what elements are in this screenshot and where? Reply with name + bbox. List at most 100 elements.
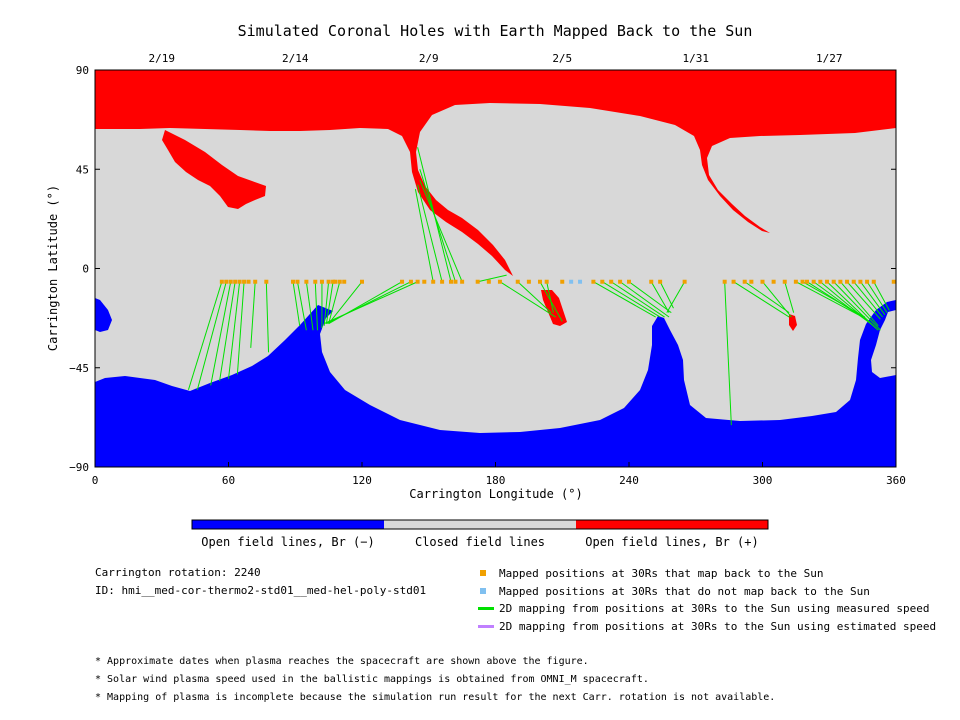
mapped-point	[408, 279, 413, 284]
mapping-line	[733, 281, 790, 318]
mapping-line	[292, 281, 301, 326]
mapped-point	[224, 279, 229, 284]
mapping-line	[196, 281, 227, 390]
negative-coronal-hole-islet	[293, 360, 308, 376]
mapped-point	[342, 279, 347, 284]
mapping-line	[419, 169, 456, 282]
mapped-point	[415, 279, 420, 284]
mapping-line	[417, 184, 443, 282]
mapped-point	[858, 279, 863, 284]
mapping-line	[744, 281, 790, 314]
mapped-point	[658, 279, 663, 284]
mapping-line	[859, 281, 886, 316]
mapping-line	[328, 281, 341, 324]
mapped-point	[400, 279, 405, 284]
mapping-line	[323, 281, 330, 326]
measured-speed-mapping-lines	[187, 147, 890, 426]
positive-coronal-hole-north	[95, 70, 896, 276]
mapped-point	[609, 279, 614, 284]
y-tick-label: −90	[69, 461, 89, 474]
chart-title: Simulated Coronal Holes with Earth Mappe…	[238, 22, 753, 40]
y-axis-label: Carrington Latitude (°)	[46, 185, 60, 351]
mapping-line	[323, 281, 418, 325]
legend-unmapped: Mapped positions at 30Rs that do not map…	[478, 584, 870, 598]
mapped-point	[682, 279, 687, 284]
mapped-point	[453, 279, 458, 284]
mapped-point	[800, 279, 805, 284]
mapped-point	[337, 279, 342, 284]
mapped-point	[253, 279, 258, 284]
mapped-point	[560, 279, 565, 284]
mapped-point	[360, 279, 364, 284]
y-tick-label: 90	[76, 64, 89, 77]
legend-measured: 2D mapping from positions at 30Rs to the…	[478, 601, 929, 615]
mapping-line	[610, 281, 665, 318]
mapping-line	[517, 281, 552, 313]
mapping-line	[820, 281, 877, 329]
colorbar-frame	[191, 519, 769, 530]
mapping-line	[314, 281, 318, 331]
x-tick-label: 0	[92, 474, 99, 487]
mapped-point	[851, 279, 856, 284]
note-incomplete: * Mapping of plasma is incomplete becaus…	[95, 692, 776, 703]
date-tick-label: 1/31	[683, 52, 710, 65]
date-tick-label: 2/14	[282, 52, 309, 65]
positive-coronal-hole-spot-1	[541, 290, 567, 326]
mapped-point	[422, 279, 427, 284]
colorbar-label-negative: Open field lines, Br (−)	[201, 535, 375, 549]
x-axis-label: Carrington Longitude (°)	[409, 487, 582, 501]
mapping-line	[265, 281, 270, 353]
unmapped-point	[569, 279, 574, 284]
colorbar-label-closed: Closed field lines	[414, 535, 546, 549]
mapping-line	[619, 281, 670, 318]
mapped-positions	[219, 279, 896, 284]
mapped-point	[771, 279, 776, 284]
mapped-point	[722, 279, 727, 284]
carrington-rotation-text: Carrington rotation: 2240	[95, 566, 261, 579]
colorbar-closed	[384, 520, 576, 529]
colorbar-positive	[576, 520, 768, 529]
mapping-line	[628, 281, 672, 314]
mapped-point	[228, 279, 233, 284]
mapped-point	[742, 279, 747, 284]
mapped-point	[313, 279, 318, 284]
mapped-point	[831, 279, 836, 284]
mapped-point	[219, 279, 224, 284]
mapped-point	[731, 279, 736, 284]
x-tick-label: 360	[886, 474, 906, 487]
mapped-point	[818, 279, 823, 284]
legend-mapped: Mapped positions at 30Rs that map back t…	[478, 566, 824, 580]
mapping-line	[846, 281, 881, 320]
unmapped-point	[578, 279, 583, 284]
mapped-point	[760, 279, 765, 284]
mapping-line	[414, 189, 434, 282]
date-tick-label: 2/19	[149, 52, 176, 65]
mapping-line	[228, 281, 241, 379]
positive-coronal-hole-lobe	[162, 130, 266, 209]
mapping-line	[839, 281, 879, 327]
mapping-line	[762, 281, 792, 318]
legend-measured-label: 2D mapping from positions at 30Rs to the…	[499, 601, 930, 615]
mapped-point	[782, 279, 787, 284]
mapping-line	[250, 281, 256, 348]
mapped-point	[538, 279, 542, 284]
mapped-point	[891, 279, 896, 284]
mapped-point	[331, 279, 336, 284]
mapped-point	[326, 279, 331, 284]
date-tick-label: 2/9	[419, 52, 439, 65]
plot-area	[95, 70, 896, 467]
mapped-point	[526, 279, 531, 284]
unmapped-point-swatch	[480, 588, 486, 594]
mapped-point	[591, 279, 596, 284]
model-id-text: ID: hmi__med-cor-thermo2-std01__med-hel-…	[95, 584, 427, 597]
y-tick-label: 45	[76, 163, 89, 176]
mapped-point	[295, 279, 300, 284]
mapped-point	[304, 279, 309, 284]
mapped-point	[233, 279, 238, 284]
date-tick-label: 2/5	[552, 52, 572, 65]
negative-coronal-hole-south	[95, 300, 896, 467]
mapped-point	[291, 279, 296, 284]
x-tick-label: 240	[619, 474, 639, 487]
mapped-point	[749, 279, 754, 284]
mapped-point	[449, 279, 453, 284]
